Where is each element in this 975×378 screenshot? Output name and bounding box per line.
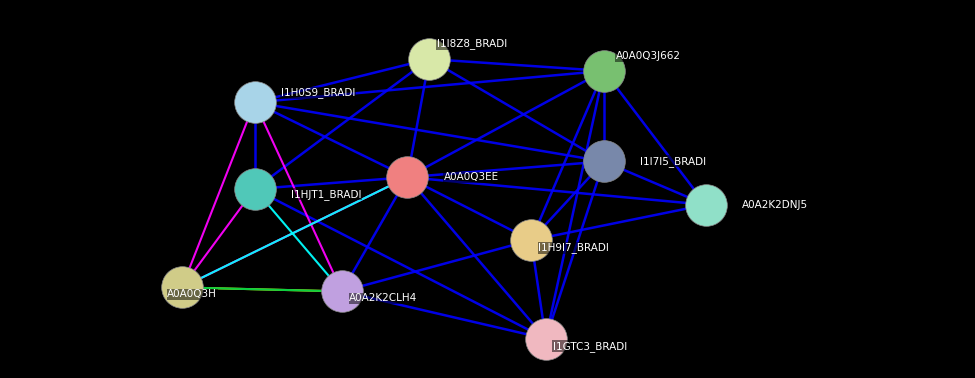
Text: I1H0S9_BRADI: I1H0S9_BRADI xyxy=(281,88,355,98)
Point xyxy=(596,68,611,74)
Point xyxy=(524,237,539,243)
Point xyxy=(538,336,554,342)
Text: A0A2K2CLH4: A0A2K2CLH4 xyxy=(349,293,417,303)
Text: A0A2K2DNJ5: A0A2K2DNJ5 xyxy=(742,200,808,210)
Point xyxy=(400,174,415,180)
Text: I1I8Z8_BRADI: I1I8Z8_BRADI xyxy=(437,38,507,49)
Point xyxy=(698,202,714,208)
Point xyxy=(247,186,262,192)
Point xyxy=(596,158,611,164)
Text: A0A0Q3EE: A0A0Q3EE xyxy=(444,172,499,182)
Text: A0A0Q3H: A0A0Q3H xyxy=(168,290,217,299)
Point xyxy=(175,284,190,290)
Text: A0A0Q3J662: A0A0Q3J662 xyxy=(615,51,681,61)
Point xyxy=(334,288,350,294)
Text: I1I7I5_BRADI: I1I7I5_BRADI xyxy=(641,156,707,167)
Point xyxy=(247,99,262,105)
Text: I1HJT1_BRADI: I1HJT1_BRADI xyxy=(292,189,362,200)
Text: I1H9I7_BRADI: I1H9I7_BRADI xyxy=(538,242,609,253)
Point xyxy=(421,56,437,62)
Text: I1GTC3_BRADI: I1GTC3_BRADI xyxy=(553,341,627,352)
